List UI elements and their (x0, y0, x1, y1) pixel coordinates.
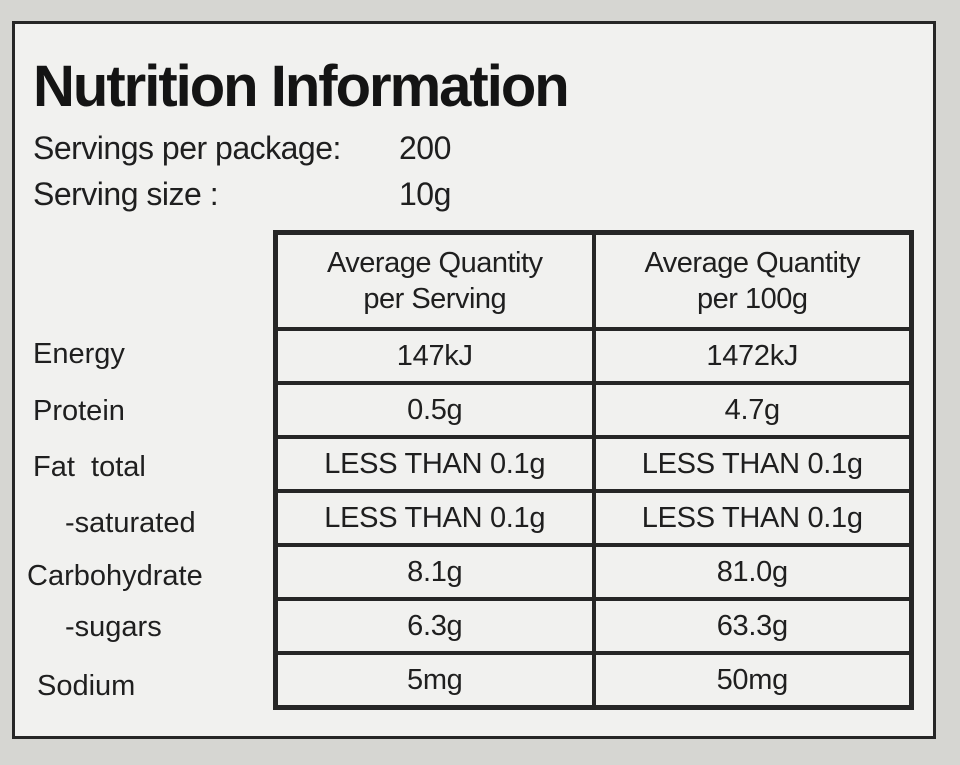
serving-size-value: 10g (399, 176, 451, 212)
energy-per-serving: 147kJ (276, 329, 594, 383)
header-per-serving-line2: per Serving (363, 283, 507, 315)
header-per-100g: Average Quantity per 100g (593, 233, 911, 329)
carbohydrate-per-100g: 81.0g (593, 545, 911, 599)
carbohydrate-per-serving: 8.1g (276, 545, 594, 599)
table-row: 5mg 50mg (276, 653, 911, 707)
sugars-per-100g: 63.3g (593, 599, 911, 653)
nutrient-label-fat-total: Fat total (33, 451, 146, 483)
servings-per-package-value: 200 (399, 130, 451, 166)
saturated-per-serving: LESS THAN 0.1g (276, 491, 594, 545)
table-header-row: Average Quantity per Serving Average Qua… (276, 233, 911, 329)
nutrient-label-energy: Energy (33, 338, 125, 370)
protein-per-serving: 0.5g (276, 383, 594, 437)
header-per-100g-line2: per 100g (697, 283, 808, 315)
header-per-serving-line1: Average Quantity (326, 247, 543, 279)
nutrient-label-carbohydrate: Carbohydrate (27, 560, 203, 592)
protein-per-100g: 4.7g (593, 383, 911, 437)
nutrition-table: Average Quantity per Serving Average Qua… (273, 230, 914, 710)
saturated-per-100g: LESS THAN 0.1g (593, 491, 911, 545)
table-row: 6.3g 63.3g (276, 599, 911, 653)
fat-total-per-100g: LESS THAN 0.1g (593, 437, 911, 491)
serving-size-row: Serving size : 10g (33, 178, 451, 210)
serving-size-label: Serving size : (33, 176, 219, 212)
servings-per-package-label: Servings per package: (33, 130, 341, 166)
table-row: LESS THAN 0.1g LESS THAN 0.1g (276, 437, 911, 491)
table-row: 0.5g 4.7g (276, 383, 911, 437)
nutrition-panel: Nutrition Information Servings per packa… (12, 21, 936, 739)
servings-per-package-row: Servings per package: 200 (33, 132, 451, 164)
sugars-per-serving: 6.3g (276, 599, 594, 653)
nutrient-label-saturated: -saturated (65, 507, 196, 539)
table-row: 8.1g 81.0g (276, 545, 911, 599)
page-title: Nutrition Information (33, 54, 570, 119)
header-per-serving: Average Quantity per Serving (276, 233, 594, 329)
nutrient-label-sugars: -sugars (65, 611, 162, 643)
nutrient-label-protein: Protein (33, 395, 125, 427)
table-row: LESS THAN 0.1g LESS THAN 0.1g (276, 491, 911, 545)
sodium-per-100g: 50mg (593, 653, 911, 707)
sodium-per-serving: 5mg (276, 653, 594, 707)
table-row: 147kJ 1472kJ (276, 329, 911, 383)
energy-per-100g: 1472kJ (593, 329, 911, 383)
fat-total-per-serving: LESS THAN 0.1g (276, 437, 594, 491)
nutrient-label-sodium: Sodium (37, 670, 136, 702)
header-per-100g-line1: Average Quantity (644, 247, 861, 279)
